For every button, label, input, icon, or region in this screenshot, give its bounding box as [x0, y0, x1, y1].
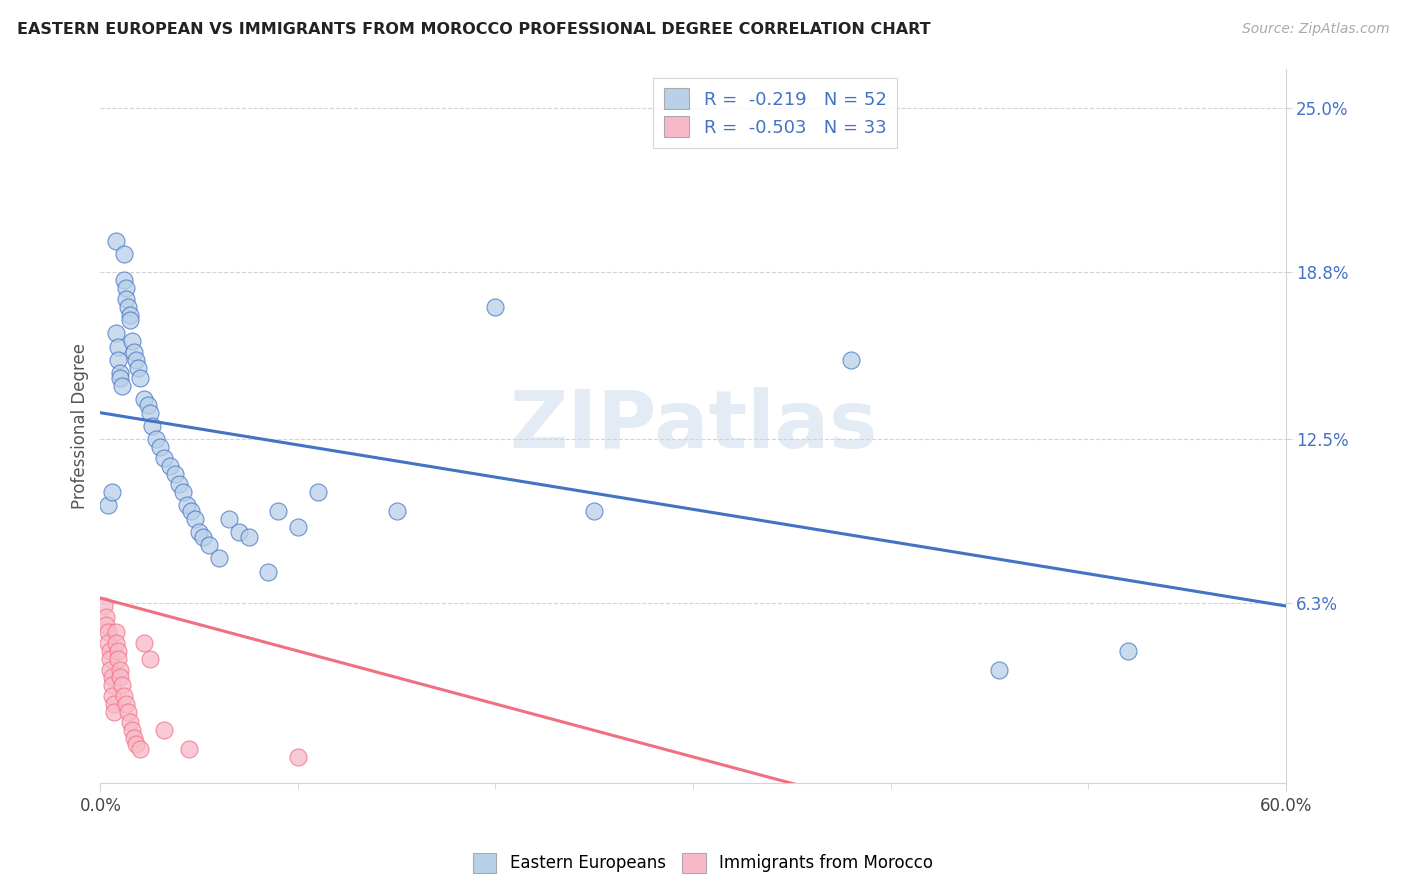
Text: EASTERN EUROPEAN VS IMMIGRANTS FROM MOROCCO PROFESSIONAL DEGREE CORRELATION CHAR: EASTERN EUROPEAN VS IMMIGRANTS FROM MORO…	[17, 22, 931, 37]
Point	[118, 313, 141, 327]
Point	[152, 723, 174, 738]
Point	[188, 524, 211, 539]
Point	[145, 432, 167, 446]
Point	[118, 308, 141, 322]
Legend: R =  -0.219   N = 52, R =  -0.503   N = 33: R = -0.219 N = 52, R = -0.503 N = 33	[654, 78, 897, 148]
Point	[115, 292, 138, 306]
Point	[184, 511, 207, 525]
Point	[105, 636, 128, 650]
Point	[111, 379, 134, 393]
Point	[107, 352, 129, 367]
Point	[141, 419, 163, 434]
Point	[103, 705, 125, 719]
Point	[97, 499, 120, 513]
Text: Source: ZipAtlas.com: Source: ZipAtlas.com	[1241, 22, 1389, 37]
Point	[122, 731, 145, 746]
Point	[132, 636, 155, 650]
Point	[112, 689, 135, 703]
Point	[118, 715, 141, 730]
Point	[139, 406, 162, 420]
Point	[179, 742, 201, 756]
Point	[98, 663, 121, 677]
Point	[165, 467, 187, 481]
Point	[307, 485, 329, 500]
Point	[107, 652, 129, 666]
Point	[121, 723, 143, 738]
Point	[127, 360, 149, 375]
Point	[115, 281, 138, 295]
Point	[108, 663, 131, 677]
Point	[128, 742, 150, 756]
Point	[238, 530, 260, 544]
Point	[257, 565, 280, 579]
Point	[115, 697, 138, 711]
Point	[132, 392, 155, 407]
Point	[1116, 644, 1139, 658]
Point	[385, 503, 408, 517]
Text: ZIPatlas: ZIPatlas	[509, 387, 877, 465]
Point	[101, 678, 124, 692]
Point	[169, 477, 191, 491]
Point	[149, 440, 172, 454]
Point	[198, 538, 221, 552]
Point	[101, 670, 124, 684]
Point	[93, 599, 115, 613]
Point	[98, 652, 121, 666]
Point	[125, 352, 148, 367]
Point	[136, 398, 159, 412]
Point	[96, 609, 118, 624]
Point	[208, 551, 231, 566]
Point	[122, 344, 145, 359]
Point	[112, 273, 135, 287]
Point	[117, 300, 139, 314]
Point	[105, 326, 128, 341]
Point	[96, 617, 118, 632]
Point	[267, 503, 290, 517]
Point	[125, 737, 148, 751]
Point	[121, 334, 143, 349]
Point	[839, 352, 862, 367]
Point	[191, 530, 214, 544]
Point	[108, 670, 131, 684]
Point	[228, 524, 250, 539]
Point	[111, 678, 134, 692]
Point	[97, 636, 120, 650]
Legend: Eastern Europeans, Immigrants from Morocco: Eastern Europeans, Immigrants from Moroc…	[467, 847, 939, 880]
Point	[176, 499, 198, 513]
Point	[988, 663, 1011, 677]
Point	[128, 371, 150, 385]
Point	[159, 458, 181, 473]
Point	[218, 511, 240, 525]
Point	[105, 234, 128, 248]
Point	[108, 371, 131, 385]
Point	[583, 503, 606, 517]
Point	[117, 705, 139, 719]
Point	[103, 697, 125, 711]
Point	[101, 689, 124, 703]
Point	[287, 519, 309, 533]
Point	[98, 644, 121, 658]
Point	[107, 339, 129, 353]
Point	[101, 485, 124, 500]
Point	[287, 750, 309, 764]
Point	[139, 652, 162, 666]
Point	[180, 503, 202, 517]
Y-axis label: Professional Degree: Professional Degree	[72, 343, 89, 509]
Point	[108, 366, 131, 380]
Point	[97, 625, 120, 640]
Point	[105, 625, 128, 640]
Point	[172, 485, 194, 500]
Point	[107, 644, 129, 658]
Point	[112, 247, 135, 261]
Point	[152, 450, 174, 465]
Point	[484, 300, 506, 314]
